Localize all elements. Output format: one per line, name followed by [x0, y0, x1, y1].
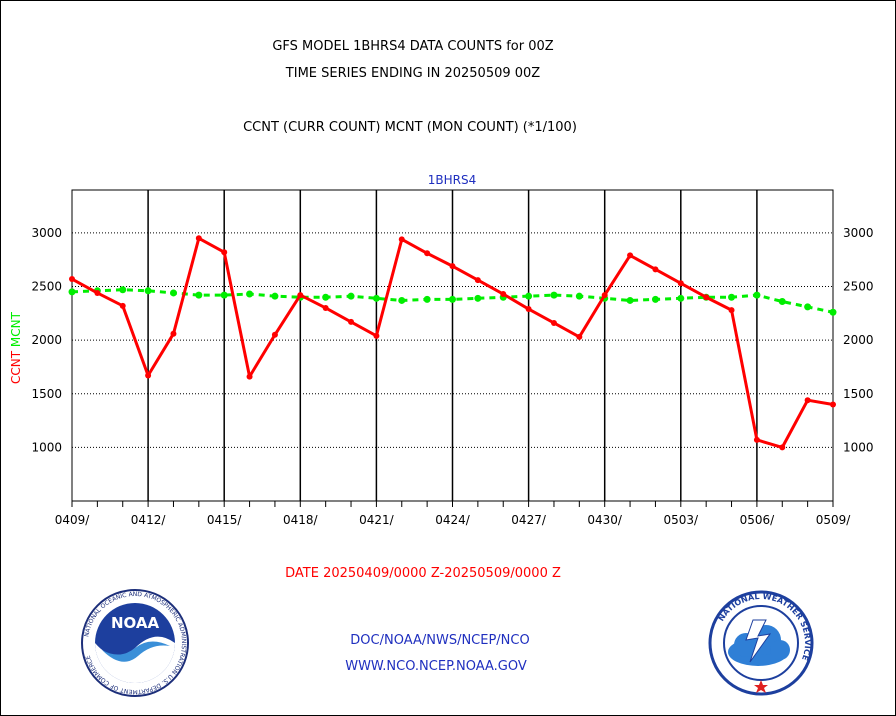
data-point-mcnt [449, 295, 456, 303]
data-point-mcnt [626, 296, 634, 304]
date-range-label: DATE 20250409/0000 Z-20250509/0000 Z [285, 566, 561, 581]
data-point-ccnt [398, 236, 405, 243]
data-point-mcnt [246, 290, 254, 298]
x-tick-label: 0421/ [359, 513, 395, 527]
data-point-mcnt [778, 298, 786, 306]
y-axis-label: CCNT MCNT [9, 311, 23, 384]
data-point-ccnt [322, 304, 329, 311]
x-tick-label: 0509/ [816, 513, 852, 527]
y-tick-label-left: 1500 [31, 387, 62, 401]
data-point-ccnt [69, 276, 75, 283]
data-point-ccnt [550, 319, 557, 326]
data-point-ccnt [246, 373, 253, 380]
x-tick-label: 0418/ [283, 513, 319, 527]
data-point-ccnt [677, 280, 684, 287]
data-point-ccnt [703, 294, 710, 301]
x-tick-label: 0424/ [435, 513, 471, 527]
data-point-ccnt [830, 401, 836, 408]
data-point-mcnt [550, 291, 558, 299]
data-point-mcnt [753, 291, 761, 299]
y-tick-label-left: 3000 [31, 226, 62, 240]
data-point-mcnt [372, 294, 380, 302]
y-tick-label-right: 2000 [843, 333, 874, 347]
data-point-mcnt [525, 292, 533, 300]
x-tick-label: 0427/ [511, 513, 547, 527]
data-point-ccnt [94, 289, 101, 296]
nws-logo: NATIONAL WEATHER SERVICE [708, 590, 814, 696]
data-point-mcnt [119, 286, 127, 294]
data-point-ccnt [753, 436, 760, 443]
data-point-ccnt [119, 302, 126, 309]
x-tick-label: 0503/ [664, 513, 700, 527]
data-point-mcnt [575, 292, 583, 300]
data-point-mcnt [728, 293, 736, 301]
data-point-mcnt [68, 288, 76, 296]
x-tick-label: 0415/ [207, 513, 243, 527]
data-point-mcnt [474, 294, 482, 302]
data-point-mcnt [398, 296, 406, 304]
data-point-ccnt [525, 306, 532, 313]
org-path-text: DOC/NOAA/NWS/NCEP/NCO [350, 633, 530, 648]
y-tick-label-right: 3000 [843, 226, 874, 240]
data-point-ccnt [348, 318, 355, 325]
data-point-mcnt [169, 289, 177, 297]
data-point-mcnt [804, 303, 812, 311]
data-point-ccnt [576, 333, 583, 340]
data-point-mcnt [677, 294, 685, 302]
data-point-ccnt [297, 292, 304, 299]
data-point-ccnt [271, 331, 278, 338]
chart-title-line2: TIME SERIES ENDING IN 20250509 00Z [285, 66, 541, 81]
data-point-mcnt [271, 292, 279, 300]
chart-title-line1: GFS MODEL 1BHRS4 DATA COUNTS for 00Z [272, 39, 554, 54]
y-tick-label-left: 2000 [31, 333, 62, 347]
noaa-logo-text: NOAA [111, 614, 160, 632]
y-axis-label-ccnt: CCNT [9, 347, 23, 384]
y-tick-label-right: 1500 [843, 387, 874, 401]
data-point-ccnt [779, 444, 786, 451]
x-tick-label: 0409/ [55, 513, 91, 527]
x-tick-label: 0412/ [131, 513, 167, 527]
y-tick-label-left: 1000 [31, 440, 62, 454]
x-tick-label: 0506/ [740, 513, 776, 527]
data-point-ccnt [195, 235, 202, 242]
data-point-ccnt [373, 332, 380, 339]
data-point-ccnt [601, 292, 608, 299]
data-point-ccnt [424, 250, 431, 257]
x-tick-label: 0430/ [587, 513, 623, 527]
data-point-mcnt [195, 291, 203, 299]
data-point-ccnt [728, 307, 735, 314]
data-point-mcnt [829, 308, 837, 316]
y-axis-label-mcnt: MCNT [9, 311, 23, 347]
data-point-mcnt [144, 287, 152, 295]
data-point-mcnt [651, 295, 659, 303]
data-point-mcnt [423, 295, 431, 303]
noaa-logo: NOAA NATIONAL OCEANIC AND ATMOSPHERIC AD… [81, 589, 189, 697]
data-point-ccnt [449, 263, 456, 270]
data-point-ccnt [145, 372, 152, 379]
website-link[interactable]: WWW.NCO.NCEP.NOAA.GOV [345, 659, 527, 674]
data-point-ccnt [170, 330, 177, 337]
chart-subtitle: CCNT (CURR COUNT) MCNT (MON COUNT) (*1/1… [243, 120, 577, 135]
plot-title: 1BHRS4 [427, 173, 477, 187]
y-tick-label-right: 1000 [843, 440, 874, 454]
y-tick-label-left: 2500 [31, 280, 62, 294]
data-point-ccnt [627, 252, 634, 259]
data-point-ccnt [474, 277, 481, 284]
data-point-ccnt [500, 291, 507, 298]
data-point-ccnt [221, 249, 228, 256]
data-point-mcnt [347, 292, 355, 300]
data-point-ccnt [652, 266, 659, 273]
data-point-mcnt [220, 291, 228, 299]
data-point-mcnt [322, 293, 330, 301]
data-point-ccnt [804, 397, 811, 404]
y-tick-label-right: 2500 [843, 280, 874, 294]
